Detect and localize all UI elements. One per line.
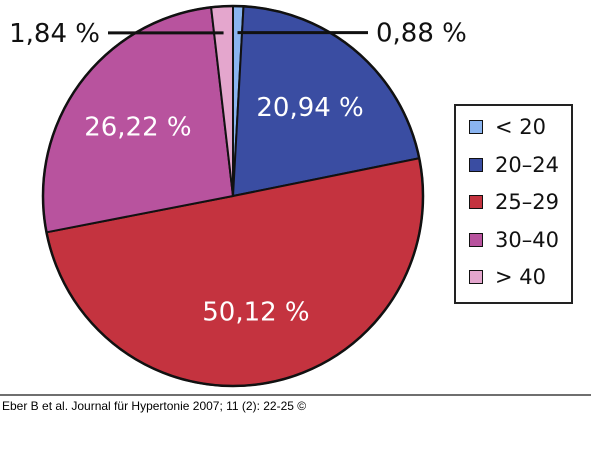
- pie-chart: 0,88 % 20,94 % 50,12 % 26,22 % 1,84 %: [9, 4, 467, 388]
- legend-item-gt-40: > 40: [469, 265, 546, 289]
- slice-label-20-24: 20,94 %: [256, 93, 363, 123]
- citation: Eber B et al. Journal für Hypertonie 200…: [2, 399, 307, 413]
- legend-swatch: [469, 120, 483, 134]
- legend-item-lt-20: < 20: [469, 115, 546, 139]
- legend-swatch: [469, 195, 483, 209]
- slice-label-gt-40: 1,84 %: [9, 19, 100, 49]
- figure-panel: 0,88 % 20,94 % 50,12 % 26,22 % 1,84 % < 20 20…: [0, 4, 591, 396]
- slice-label-25-29: 50,12 %: [202, 298, 309, 328]
- legend-label: 25–29: [495, 190, 559, 214]
- slice-label-30-40: 26,22 %: [84, 112, 191, 142]
- legend-swatch: [469, 270, 483, 284]
- legend-item-20-24: 20–24: [469, 153, 559, 177]
- slice-label-lt-20: 0,88 %: [376, 19, 467, 49]
- legend-label: 20–24: [495, 152, 559, 177]
- legend-swatch: [469, 232, 483, 247]
- legend-swatch: [469, 157, 483, 172]
- legend-label: < 20: [495, 115, 546, 139]
- legend-item-25-29: 25–29: [469, 190, 559, 214]
- legend: < 20 20–24 25–29 30–40 > 40: [454, 104, 573, 304]
- legend-label: 30–40: [495, 227, 559, 252]
- legend-item-30-40: 30–40: [469, 228, 559, 252]
- legend-label: > 40: [495, 265, 546, 289]
- pie-outline: [41, 4, 425, 388]
